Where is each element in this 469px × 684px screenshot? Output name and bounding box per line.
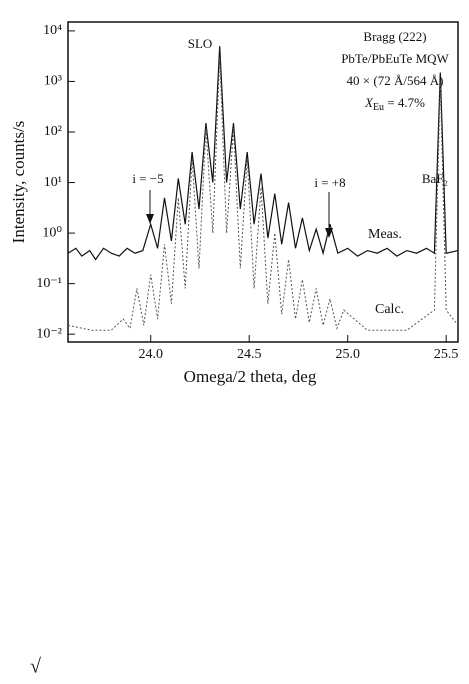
y-tick-label: 10⁻¹ [36,276,62,291]
annotation-part: X [364,95,374,110]
annotation-part: Eu [373,102,384,113]
annotation-part: = 4.7% [384,95,425,110]
y-axis-label: Intensity, counts/s [9,121,28,244]
x-tick-label: 25.0 [335,347,360,362]
annotation: 40 × (72 Å/564 Å) [347,73,444,88]
plot-frame [67,21,459,343]
y-tick-label: 10⁴ [43,23,62,38]
y-tick-label: 10¹ [44,175,62,190]
data-line [67,57,459,331]
annotation: i = −5 [132,171,163,186]
series-label: Meas. [368,227,402,242]
x-tick-label: 24.0 [138,347,163,362]
x-tick-label: 25.5 [434,347,459,362]
arrowhead [325,228,333,238]
series-label: Calc. [375,302,404,317]
annotation: i = +8 [314,175,345,190]
annotation: BaF₂ [422,171,448,186]
arrowhead [146,214,154,224]
y-tick-label: 10³ [44,74,62,89]
annotation: Bragg (222) [363,29,426,44]
stray-symbol: √ [30,656,41,678]
annotation: XEu = 4.7% [364,95,425,113]
data-line [67,46,459,261]
x-tick-label: 24.5 [237,347,262,362]
annotation: PbTe/PbEuTe MQW [341,51,449,66]
y-tick-label: 10⁻² [36,326,62,341]
x-axis-label: Omega/2 theta, deg [184,367,317,386]
y-tick-label: 10² [44,124,62,139]
y-tick-label: 10⁰ [42,225,62,240]
annotation: SLO [188,36,213,51]
